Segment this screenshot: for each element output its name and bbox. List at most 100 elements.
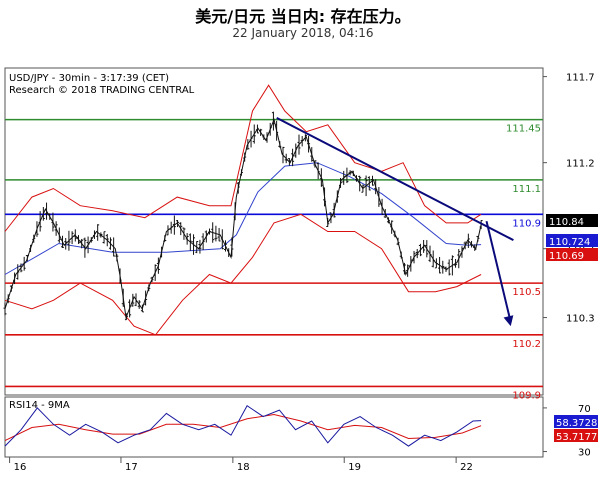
price-bar [476,235,480,242]
price-bar [367,176,371,191]
main-plot-frame [4,67,544,396]
price-bar [208,228,212,235]
price-bar [57,227,61,243]
price-bar [370,175,374,186]
price-bar [425,240,429,258]
price-bar [246,139,250,150]
y-tick-label: 110.3 [566,314,595,325]
chart-title: 美元/日元 当日内: 存在压力。 [195,7,411,26]
price-bar [188,233,192,251]
moving-average-polyline [4,162,482,275]
price-bar [393,230,397,238]
price-bar [172,215,176,235]
price-bar [271,111,275,131]
rsi-line [4,404,482,447]
rsi-plot-frame [4,396,544,458]
price-bar [255,124,259,134]
price-bar [326,217,330,227]
price-bar [217,227,221,242]
price-bar [108,237,112,250]
price-bar [211,222,215,243]
price-bar [434,258,438,269]
price-bar [329,212,333,224]
price-bar [185,233,189,245]
price-bar [61,235,65,248]
price-bar [99,232,103,238]
price-bar [294,143,298,158]
price-bar [96,224,100,241]
price-bar [310,147,314,162]
horizontal-levels: 111.45 111.1 110.9 110.5 110.2 109.9 [5,118,543,401]
price-bar [176,220,180,228]
price-bar [275,120,279,141]
price-bar [41,207,45,221]
price-bar [70,231,74,245]
rsi-y-tick-label: 30 [578,448,591,459]
price-bar [428,245,432,263]
price-bar [163,235,167,242]
price-bar [281,146,285,164]
price-bar [278,141,282,148]
price-bar [86,236,90,254]
level-label-110.2: 110.2 [512,339,541,350]
price-bar [460,246,464,258]
price-bar [169,221,173,234]
price-bar [438,256,442,274]
price-badge-2: 110.69 [549,251,584,262]
price-badge-1: 110.724 [549,237,590,248]
moving-average-line [4,162,482,275]
price-bar [80,238,84,249]
price-bar [447,259,451,276]
level-label-109.9: 109.9 [512,390,541,401]
level-label-111.45: 111.45 [506,124,541,135]
projection-arrow-shaft [485,220,512,323]
rsi-badge-bg [554,415,598,428]
rsi-lines: 70 30 58.3728 53.7177 [4,404,598,459]
price-bar [192,234,196,255]
price-bar [463,241,467,250]
x-axis-ticks: 16 17 18 19 22 [9,457,473,473]
price-bar [150,276,154,283]
price-bar [386,217,390,224]
price-bars [3,111,483,321]
price-bar [265,132,269,143]
x-tick-label: 19 [348,462,361,473]
price-bar [6,294,10,304]
price-bar [32,234,36,243]
price-bar [399,251,403,259]
price-bar [153,264,157,281]
price-bar [441,260,445,274]
rsi-y-tick-label: 70 [578,404,591,415]
price-bar [19,263,23,273]
price-bar [300,136,304,147]
price-bar [89,237,93,243]
price-bar [313,160,317,168]
price-bar [156,257,160,274]
projection-arrow-head [503,315,514,327]
price-bar [402,262,406,275]
price-bar [121,288,125,307]
price-bar [307,135,311,153]
chart-timestamp: 22 January 2018, 04:16 [232,26,374,40]
rsi-ma-badge-bg [554,429,598,442]
price-bar [348,170,352,176]
price-bar [470,240,474,248]
price-badge-0: 110.84 [549,217,584,228]
price-bar [35,221,39,237]
price-bar [431,250,435,268]
x-tick-label: 22 [460,462,473,473]
price-badge-bg [546,248,598,261]
rsi-value-badge: 58.3728 [556,418,597,429]
price-bar [339,177,343,188]
price-bar [268,122,272,136]
price-bar [233,202,237,221]
price-bar [51,212,55,232]
x-tick-label: 17 [125,462,138,473]
price-bar [124,313,128,321]
price-bar [415,249,419,259]
price-bar [112,237,116,257]
price-bar [128,299,132,318]
trendline-layer [276,117,514,327]
y-tick-label: 111.2 [566,159,595,170]
price-bar [323,187,327,207]
